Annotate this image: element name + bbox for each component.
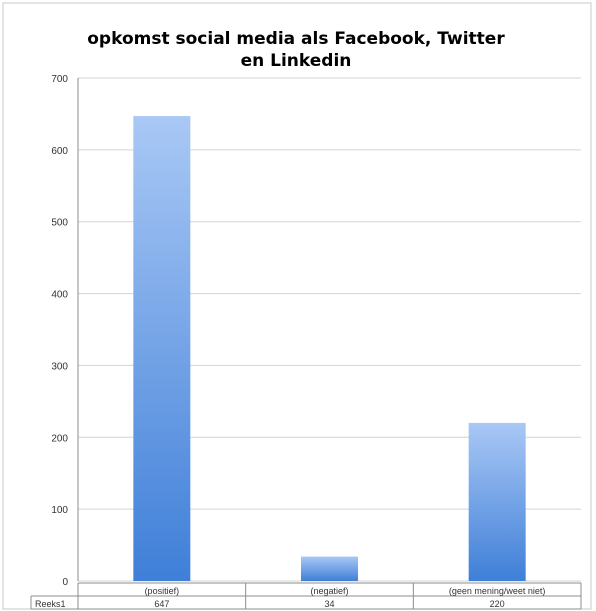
- x-category-label-1: (negatief): [310, 586, 348, 596]
- y-tick-label-600: 600: [51, 146, 68, 157]
- y-tick-label-0: 0: [62, 577, 68, 588]
- bars: [133, 116, 526, 581]
- x-category-label-0: (positief): [145, 586, 180, 596]
- table-value-0: 647: [154, 599, 169, 609]
- bar-1: [301, 556, 358, 581]
- bar-0: [133, 116, 191, 581]
- bar-2: [468, 422, 526, 581]
- chart-title-line2: en Linkedin: [241, 51, 352, 71]
- y-axis-tick-labels: 0 100 200 300 400 500 600 700: [51, 74, 68, 588]
- y-tick-label-100: 100: [51, 505, 68, 516]
- table-value-2: 220: [490, 599, 505, 609]
- chart-title-line1: opkomst social media als Facebook, Twitt…: [87, 29, 505, 49]
- y-tick-label-500: 500: [51, 218, 68, 229]
- y-tick-label-300: 300: [51, 361, 68, 372]
- y-tick-label-200: 200: [51, 433, 68, 444]
- y-tick-label-400: 400: [51, 290, 68, 301]
- data-table: (positief) 647 (negatief) 34 (geen mening/we…: [30, 582, 582, 610]
- x-category-label-2: (geen mening/weet niet): [449, 586, 546, 596]
- table-value-1: 34: [324, 599, 334, 609]
- y-tick-label-700: 700: [51, 74, 68, 85]
- table-series-name: Reeks1: [35, 599, 66, 609]
